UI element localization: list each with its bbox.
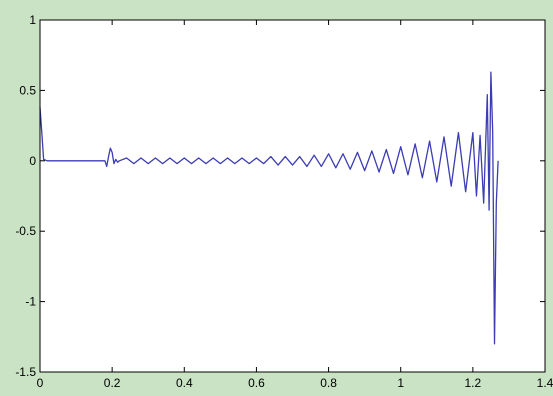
axes-frame (39, 19, 546, 373)
series-line-0 (39, 71, 499, 345)
x-tick-label: 1.2 (465, 376, 482, 390)
y-tick-label: 1 (29, 13, 36, 27)
x-tick-label: 0 (37, 376, 44, 390)
x-tick-label: 0.4 (176, 376, 193, 390)
x-tick-label: 0.6 (248, 376, 265, 390)
y-tick-label: -1.5 (15, 365, 36, 379)
x-tick-label: 1 (397, 376, 404, 390)
x-tick-label: 0.8 (320, 376, 337, 390)
y-tick-label: -1 (25, 295, 36, 309)
x-tick-label: 0.2 (104, 376, 121, 390)
x-tick-label: 1.4 (537, 376, 553, 390)
y-tick-label: -0.5 (15, 224, 36, 238)
y-tick-label: 0.5 (19, 83, 36, 97)
y-tick-label: 0 (29, 154, 36, 168)
plot-area (40, 20, 545, 372)
